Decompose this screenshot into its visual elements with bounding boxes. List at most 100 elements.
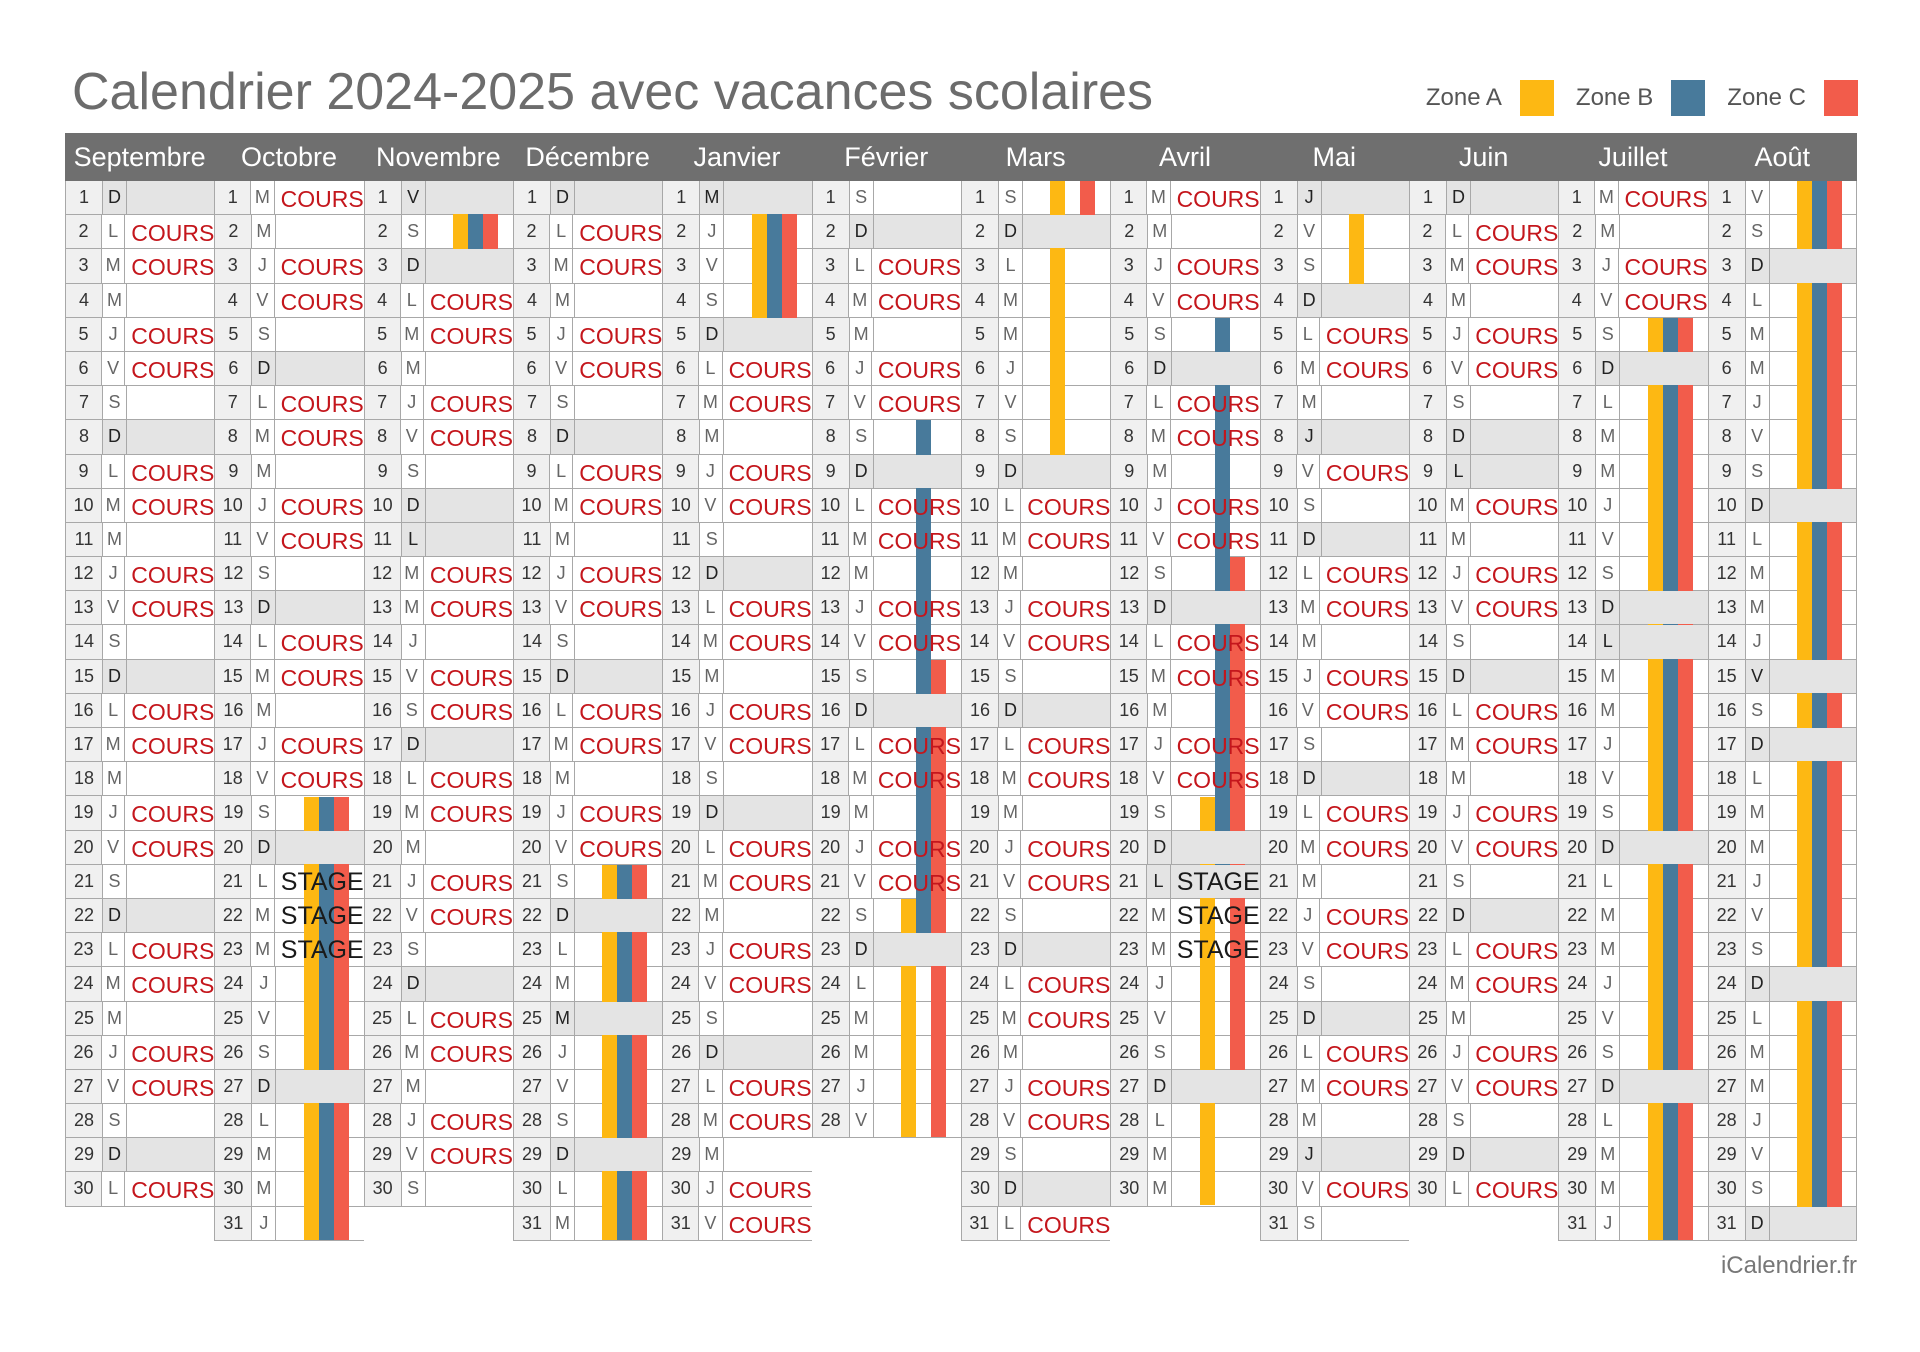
day-number: 23: [1110, 933, 1148, 967]
day-row: 8 V COURS: [363, 420, 513, 455]
day-number: 2: [512, 215, 550, 249]
day-number: 25: [363, 1001, 401, 1035]
day-number: 17: [662, 728, 700, 762]
day-note: [1023, 1036, 1110, 1069]
day-number: 21: [512, 864, 551, 898]
day-note: [1172, 1104, 1259, 1137]
day-note: [1620, 386, 1707, 419]
weekday-letter: J: [1446, 557, 1470, 591]
day-row: 22 M: [1558, 898, 1708, 934]
cours-label: COURS: [131, 938, 215, 965]
day-row: 24 D: [1707, 967, 1857, 1002]
weekday-letter: J: [1446, 796, 1470, 830]
day-row: 10 J: [1558, 488, 1708, 523]
stage-label: STAGE: [280, 936, 364, 965]
day-number: 8: [1110, 420, 1148, 454]
day-note: [1770, 181, 1857, 215]
weekday-letter: L: [1148, 1104, 1173, 1138]
day-number: 9: [1408, 454, 1447, 488]
day-number: 12: [363, 557, 401, 591]
day-number: 11: [811, 522, 849, 557]
day-number: 22: [1110, 898, 1148, 933]
day-number: 15: [960, 659, 999, 693]
day-number: 24: [512, 967, 551, 1001]
day-note: [1023, 352, 1110, 385]
day-row: 15 D: [512, 659, 663, 694]
weekday-letter: L: [550, 215, 574, 249]
day-row: 18 M: [1408, 762, 1559, 797]
day-row: 5 J COURS: [512, 317, 663, 352]
day-row: 16 L COURS: [512, 693, 663, 728]
day-note: [724, 899, 811, 932]
day-number: 4: [512, 283, 551, 317]
weekday-letter: M: [1148, 215, 1173, 249]
day-number: 30: [1110, 1172, 1149, 1206]
day-note: [1023, 181, 1110, 214]
day-note: [724, 1138, 811, 1171]
cours-label: COURS: [280, 527, 364, 554]
day-number: 17: [1408, 728, 1446, 762]
day-number: 20: [1259, 830, 1297, 864]
cours-label: COURS: [131, 254, 215, 281]
day-number: 13: [363, 591, 401, 625]
weekday-letter: V: [849, 625, 872, 659]
weekday-letter: J: [252, 967, 277, 1001]
day-note: [873, 454, 961, 488]
day-number: 15: [811, 659, 850, 693]
weekday-letter: M: [1596, 1172, 1621, 1206]
cours-label: COURS: [1176, 733, 1260, 759]
day-number: 10: [363, 488, 402, 522]
day-row: 30 D: [960, 1172, 1111, 1207]
day-note: [425, 522, 513, 557]
weekday-letter: D: [1745, 967, 1770, 1001]
day-number: 10: [1558, 488, 1597, 522]
day-number: 23: [65, 933, 102, 967]
day-row: 28 V COURS: [960, 1104, 1111, 1139]
weekday-letter: L: [102, 215, 126, 249]
weekday-letter: M: [252, 454, 277, 488]
day-row: 31 S: [1259, 1206, 1409, 1241]
weekday-letter: V: [251, 283, 275, 317]
day-note: [1770, 454, 1857, 488]
weekday-letter: J: [699, 933, 723, 967]
day-number: 7: [363, 386, 401, 420]
weekday-letter: D: [849, 454, 874, 488]
day-note: [276, 351, 364, 386]
day-note: [1770, 420, 1857, 454]
weekday-letter: M: [1746, 1035, 1770, 1069]
cours-label: COURS: [280, 767, 364, 794]
cours-label: COURS: [280, 630, 364, 657]
cours-label: COURS: [728, 698, 812, 725]
day-number: 28: [65, 1104, 103, 1138]
day-note: [1620, 625, 1708, 659]
day-number: 24: [1558, 967, 1597, 1001]
day-row: 19 M: [1707, 796, 1857, 831]
day-note: [1620, 899, 1707, 932]
weekday-letter: M: [850, 557, 874, 591]
month-name: Septembre: [73, 142, 206, 172]
day-note: [1620, 830, 1708, 864]
weekday-letter: S: [103, 625, 127, 659]
weekday-letter: M: [1596, 933, 1621, 967]
day-row: 21 L STAGE: [1110, 864, 1260, 899]
day-number: 20: [1707, 830, 1746, 864]
day-number: 24: [1259, 967, 1298, 1001]
day-row: 17 M COURS: [1408, 728, 1559, 763]
day-number: 8: [960, 420, 999, 454]
cours-label: COURS: [1325, 938, 1409, 965]
day-number: 15: [1707, 659, 1746, 693]
day-row: 26 M: [960, 1035, 1111, 1070]
weekday-letter: S: [1596, 317, 1621, 351]
day-note: [575, 1207, 662, 1240]
cours-label: COURS: [579, 322, 663, 349]
day-row: 12 M: [811, 557, 961, 592]
cours-label: COURS: [131, 356, 215, 383]
weekday-letter: M: [1746, 557, 1770, 591]
day-row: 26 L COURS: [1259, 1035, 1409, 1070]
weekday-letter: M: [700, 420, 725, 454]
weekday-letter: M: [1447, 1001, 1471, 1035]
day-number: 19: [1408, 796, 1446, 830]
